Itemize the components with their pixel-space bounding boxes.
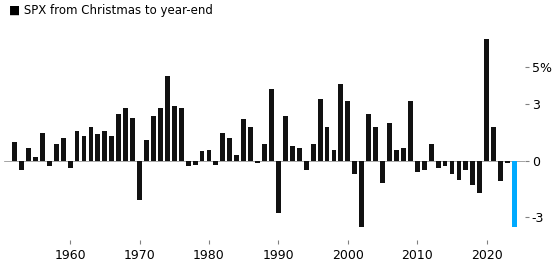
Bar — [443, 161, 448, 167]
Bar — [339, 84, 344, 161]
Bar — [450, 161, 454, 174]
Bar — [325, 127, 330, 161]
Bar — [401, 148, 406, 161]
Bar — [297, 148, 302, 161]
Bar — [214, 161, 219, 165]
Bar — [353, 161, 357, 174]
Bar — [102, 131, 107, 161]
Bar — [234, 155, 239, 161]
Bar — [498, 161, 503, 181]
Bar — [470, 161, 475, 185]
Bar — [165, 76, 170, 161]
Bar — [227, 138, 232, 161]
Bar — [359, 161, 364, 227]
Bar — [415, 161, 420, 172]
Bar — [40, 132, 45, 161]
Bar — [317, 99, 322, 161]
Bar — [422, 161, 426, 170]
Bar — [241, 119, 246, 161]
Bar — [172, 106, 177, 161]
Bar — [456, 161, 461, 180]
Bar — [512, 161, 517, 227]
Bar — [116, 114, 121, 161]
Bar — [61, 138, 66, 161]
Bar — [311, 144, 316, 161]
Bar — [96, 135, 100, 161]
Bar — [110, 136, 114, 161]
Bar — [262, 144, 267, 161]
Bar — [151, 116, 156, 161]
Bar — [290, 146, 295, 161]
Bar — [366, 114, 371, 161]
Bar — [255, 161, 260, 163]
Bar — [47, 161, 52, 167]
Bar — [331, 149, 336, 161]
Bar — [26, 148, 31, 161]
Bar — [429, 144, 434, 161]
Bar — [283, 116, 288, 161]
Bar — [464, 161, 468, 170]
Bar — [248, 127, 253, 161]
Bar — [276, 161, 281, 214]
Bar — [158, 108, 163, 161]
Text: ■ SPX from Christmas to year-end: ■ SPX from Christmas to year-end — [9, 4, 214, 17]
Bar — [304, 161, 309, 170]
Bar — [200, 151, 205, 161]
Bar — [269, 89, 274, 161]
Bar — [505, 161, 510, 163]
Bar — [137, 161, 142, 200]
Bar — [380, 161, 385, 183]
Bar — [484, 39, 489, 161]
Bar — [19, 161, 24, 170]
Bar — [186, 161, 191, 167]
Bar — [491, 127, 496, 161]
Bar — [373, 127, 378, 161]
Bar — [436, 161, 440, 168]
Bar — [123, 108, 128, 161]
Bar — [33, 157, 38, 161]
Bar — [387, 123, 392, 161]
Bar — [220, 132, 225, 161]
Bar — [130, 118, 135, 161]
Bar — [478, 161, 482, 193]
Bar — [144, 140, 149, 161]
Bar — [75, 131, 80, 161]
Bar — [193, 161, 197, 165]
Bar — [12, 142, 17, 161]
Bar — [394, 149, 399, 161]
Bar — [54, 144, 59, 161]
Bar — [82, 136, 86, 161]
Bar — [68, 161, 72, 168]
Bar — [179, 108, 183, 161]
Bar — [408, 101, 413, 161]
Bar — [345, 101, 350, 161]
Bar — [207, 149, 211, 161]
Bar — [88, 127, 93, 161]
